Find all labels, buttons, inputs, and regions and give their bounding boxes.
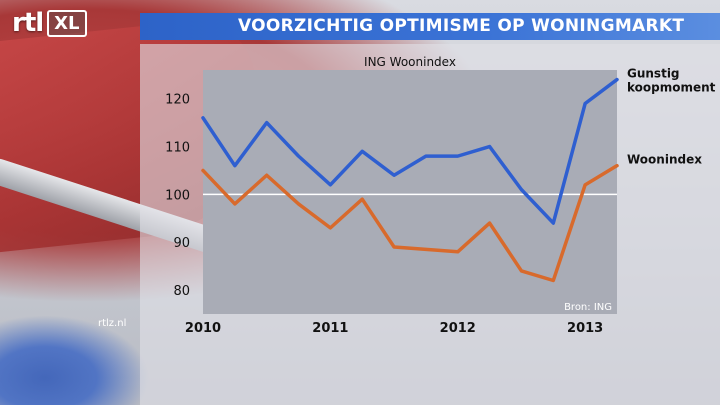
- logo-text: rtl: [12, 8, 44, 38]
- series-line-woonindex: [201, 163, 619, 283]
- x-tick-label: 2013: [567, 321, 603, 336]
- y-tick-label: 80: [173, 284, 190, 299]
- plot-area: [203, 70, 617, 314]
- watermark-text: rtlz.nl: [98, 318, 127, 329]
- background-blue-shape: [0, 315, 150, 405]
- channel-logo: rtl XL: [12, 8, 87, 38]
- y-tick-label: 110: [165, 141, 190, 156]
- y-tick-label: 120: [165, 93, 190, 108]
- series-group: [201, 77, 619, 283]
- series-label: koopmoment: [627, 81, 716, 95]
- series-label: Woonindex: [627, 153, 702, 167]
- y-tick-label: 100: [165, 188, 190, 203]
- series-line-gunstig-koopmoment: [201, 77, 619, 225]
- logo-badge: XL: [47, 9, 87, 37]
- x-tick-label: 2010: [185, 321, 221, 336]
- page-title: VOORZICHTIG OPTIMISME OP WONINGMARKT: [238, 16, 685, 36]
- x-tick-label: 2011: [312, 321, 348, 336]
- x-tick-label: 2012: [440, 321, 476, 336]
- chart-source: Bron: ING: [564, 302, 612, 313]
- y-axis: 80 90 100 110 120: [165, 93, 190, 299]
- y-tick-label: 90: [173, 236, 190, 251]
- x-axis: 2010 2011 2012 2013: [185, 321, 603, 336]
- chart-title: ING Woonindex: [364, 55, 456, 69]
- series-label: Gunstig: [627, 67, 680, 81]
- title-bar: [140, 13, 720, 40]
